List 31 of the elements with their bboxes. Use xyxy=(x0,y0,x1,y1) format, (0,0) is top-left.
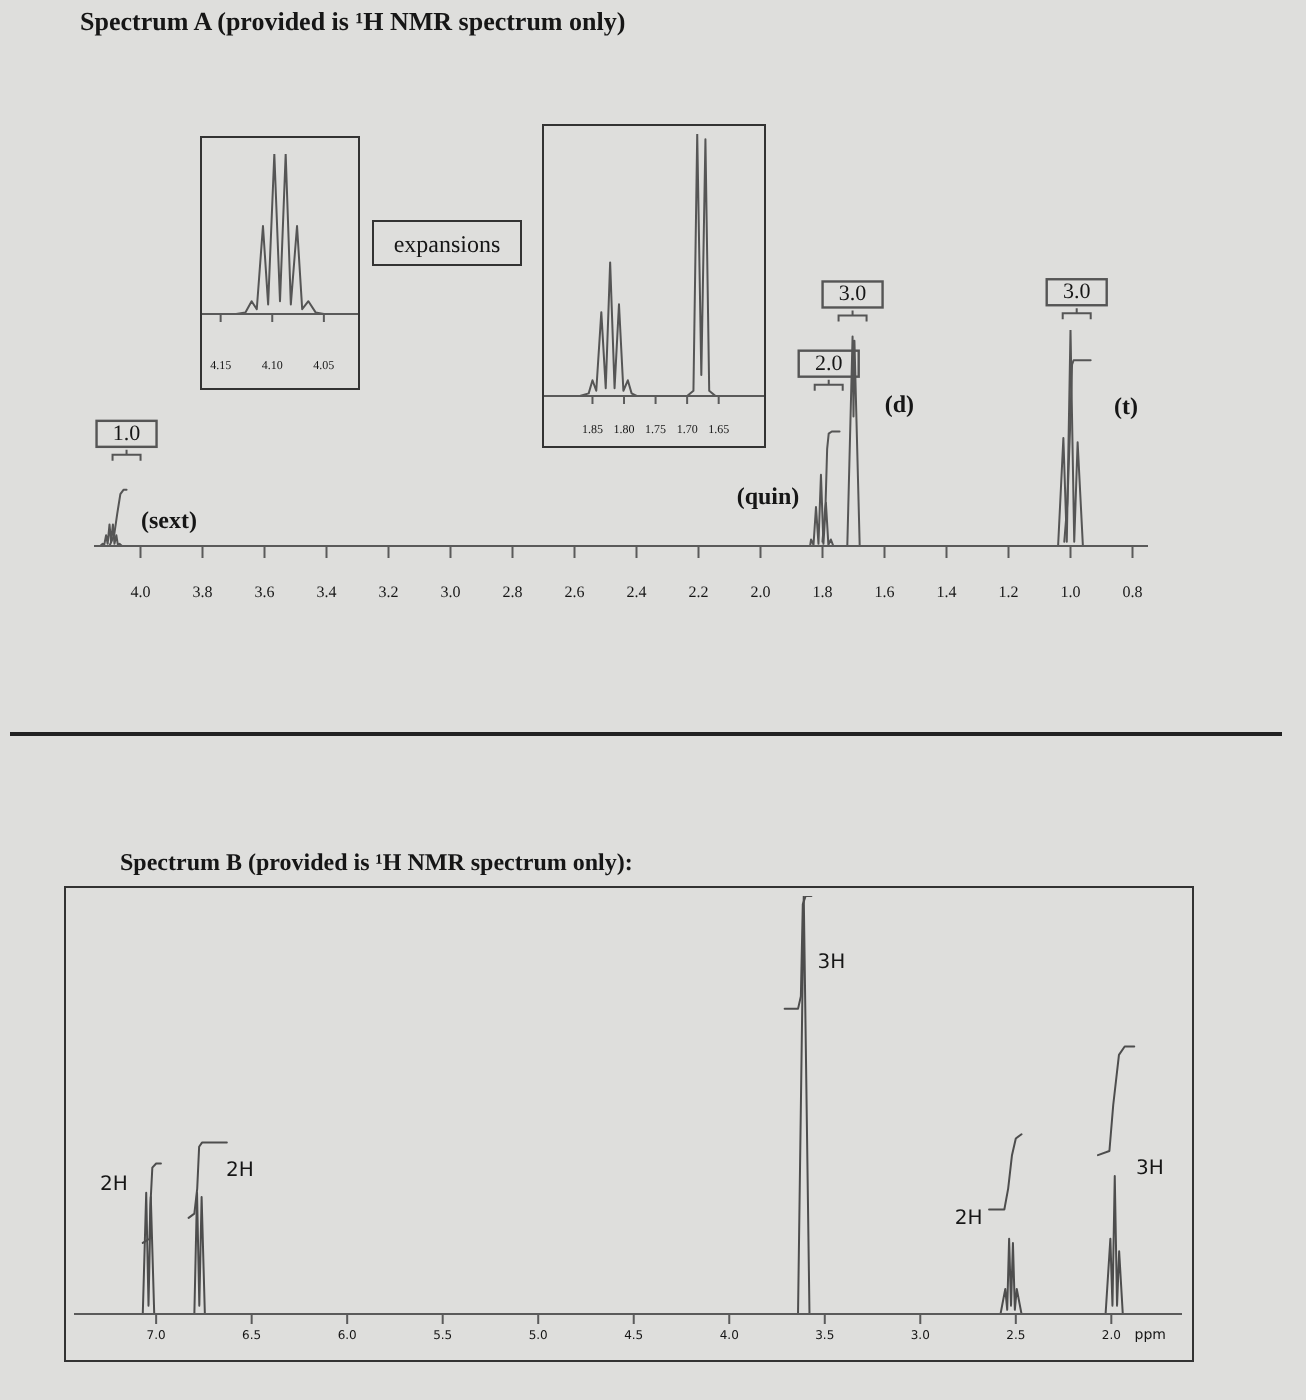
x-tick-label: 3.6 xyxy=(254,583,275,602)
x-tick-label: 2.8 xyxy=(502,583,523,602)
annotation: (t) xyxy=(1114,392,1138,420)
x-tick-label: 3.4 xyxy=(316,583,337,602)
x-tick-label: 3.2 xyxy=(378,583,399,602)
annotation: 3.0 xyxy=(838,282,868,307)
x-tick-label: 3.8 xyxy=(192,583,213,602)
text: expansions xyxy=(393,229,501,257)
annotation: (sext) xyxy=(141,506,197,534)
x-tick-label: 1.4 xyxy=(936,583,957,602)
x-tick-label: 1.8 xyxy=(812,583,833,602)
x-tick-label: 2.2 xyxy=(688,583,709,602)
annotation: 3H xyxy=(817,951,846,974)
annotation: (d) xyxy=(884,390,915,418)
annotation: 3H xyxy=(1136,1158,1164,1180)
annotation: 2H xyxy=(226,1160,254,1182)
x-tick-label: 1.2 xyxy=(998,583,1019,602)
x-tick-label: 2.6 xyxy=(564,583,585,602)
annotation: 2H xyxy=(100,1174,128,1196)
x-tick-label: 0.8 xyxy=(1122,583,1143,602)
x-tick-label: 4.0 xyxy=(130,583,151,602)
x-tick-label: 1.6 xyxy=(874,583,895,602)
x-tick-label: 2.0 xyxy=(750,583,771,602)
x-tick-label: 3.0 xyxy=(440,583,461,602)
chart-title: Spectrum B (provided is ¹H NMR spectrum only): xyxy=(120,848,633,878)
annotation: (quin) xyxy=(736,482,800,510)
chart-title: Spectrum A (provided is ¹H NMR spectrum only) xyxy=(80,6,626,38)
x-tick-label: 1.0 xyxy=(1060,583,1081,602)
x-tick-label: 2.4 xyxy=(626,583,647,602)
annotation: 3.0 xyxy=(1062,280,1092,305)
annotation: 2H xyxy=(954,1208,983,1230)
